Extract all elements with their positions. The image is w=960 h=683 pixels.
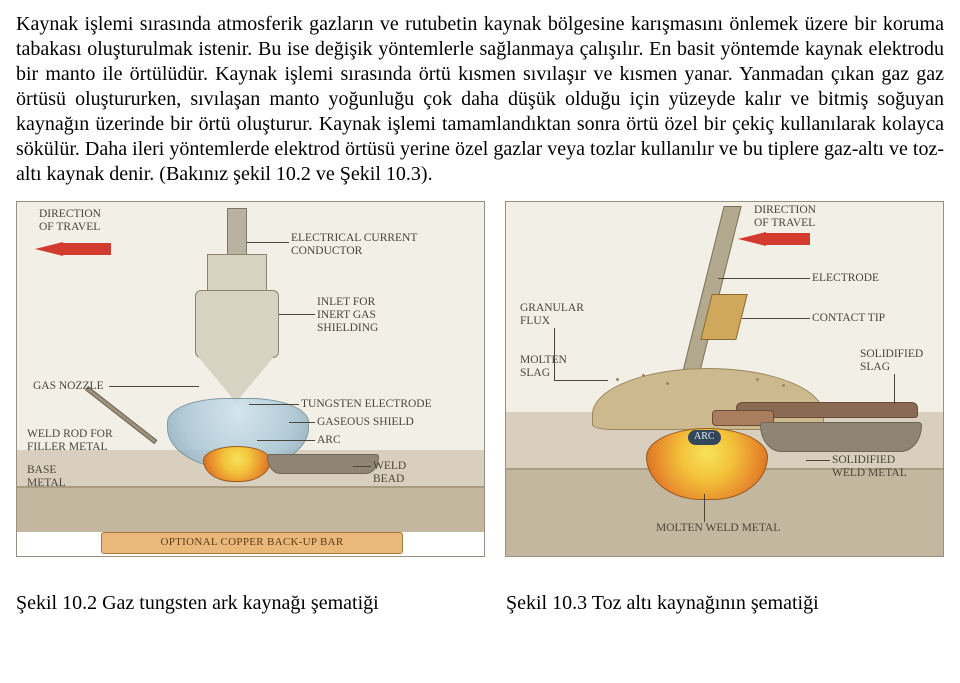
lbl-direction2: OF TRAVEL (39, 221, 100, 234)
caption-right: Şekil 10.3 Toz altı kaynağının şematiği (506, 591, 944, 616)
captions-row: Şekil 10.2 Gaz tungsten ark kaynağı şema… (16, 591, 944, 616)
lbl-base1: BASE (27, 464, 56, 477)
lbl-elec-current: ELECTRICAL CURRENT (291, 232, 417, 245)
lbl-gran1: GRANULAR (520, 302, 584, 315)
lbl-mwm: MOLTEN WELD METAL (656, 522, 780, 535)
direction-arrow-icon (738, 232, 766, 246)
lbl-weldrod2: FILLER METAL (27, 441, 108, 454)
lbl-inlet2: INERT GAS (317, 309, 376, 322)
lbl-conductor: CONDUCTOR (291, 245, 362, 258)
lbl-bead2: BEAD (373, 473, 404, 486)
lbl-dir2: OF TRAVEL (754, 217, 815, 230)
lbl-swm2: WELD METAL (832, 467, 907, 480)
body-paragraph: Kaynak işlemi sırasında atmosferik gazla… (16, 12, 944, 187)
caption-left: Şekil 10.2 Gaz tungsten ark kaynağı şema… (16, 591, 506, 616)
lbl-swm1: SOLIDIFIED (832, 454, 895, 467)
conductor (227, 208, 247, 258)
lbl-base2: METAL (27, 477, 66, 490)
lbl-inlet3: SHIELDING (317, 322, 378, 335)
backup-bar-label: OPTIONAL COPPER BACK-UP BAR (160, 536, 343, 550)
lbl-bead1: WELD (373, 460, 406, 473)
lbl-sslag2: SLAG (860, 361, 890, 374)
arc-label: ARC (688, 430, 721, 445)
nozzle-body (195, 290, 279, 358)
figure-gtaw: OPTIONAL COPPER BACK-UP BAR DIRECTION OF… (16, 201, 485, 557)
figures-row: OPTIONAL COPPER BACK-UP BAR DIRECTION OF… (16, 201, 944, 557)
lbl-inlet1: INLET FOR (317, 296, 375, 309)
lbl-contact: CONTACT TIP (812, 312, 885, 325)
direction-arrow-icon (35, 242, 63, 256)
nozzle-collar (207, 254, 267, 292)
weld-bead-icon (267, 454, 379, 474)
lbl-electrode: ELECTRODE (812, 272, 879, 285)
lbl-direction: DIRECTION (39, 208, 101, 221)
lbl-arc: ARC (317, 434, 341, 447)
backup-bar: OPTIONAL COPPER BACK-UP BAR (101, 532, 403, 554)
lbl-tungsten: TUNGSTEN ELECTRODE (301, 398, 432, 411)
nozzle-cone (198, 356, 274, 402)
lbl-gran2: FLUX (520, 315, 550, 328)
lbl-weldrod1: WELD ROD FOR (27, 428, 113, 441)
solidified-weld-icon (760, 422, 922, 452)
lbl-gas-nozzle: GAS NOZZLE (33, 380, 104, 393)
lbl-sslag1: SOLIDIFIED (860, 348, 923, 361)
figure-saw: ARC DIRECTION OF TRAVEL ELECTRODE GRANUL… (505, 201, 944, 557)
lbl-mslag1: MOLTEN (520, 354, 567, 367)
lbl-dir1: DIRECTION (754, 204, 816, 217)
lbl-gaseous: GASEOUS SHIELD (317, 416, 414, 429)
lbl-mslag2: SLAG (520, 367, 550, 380)
